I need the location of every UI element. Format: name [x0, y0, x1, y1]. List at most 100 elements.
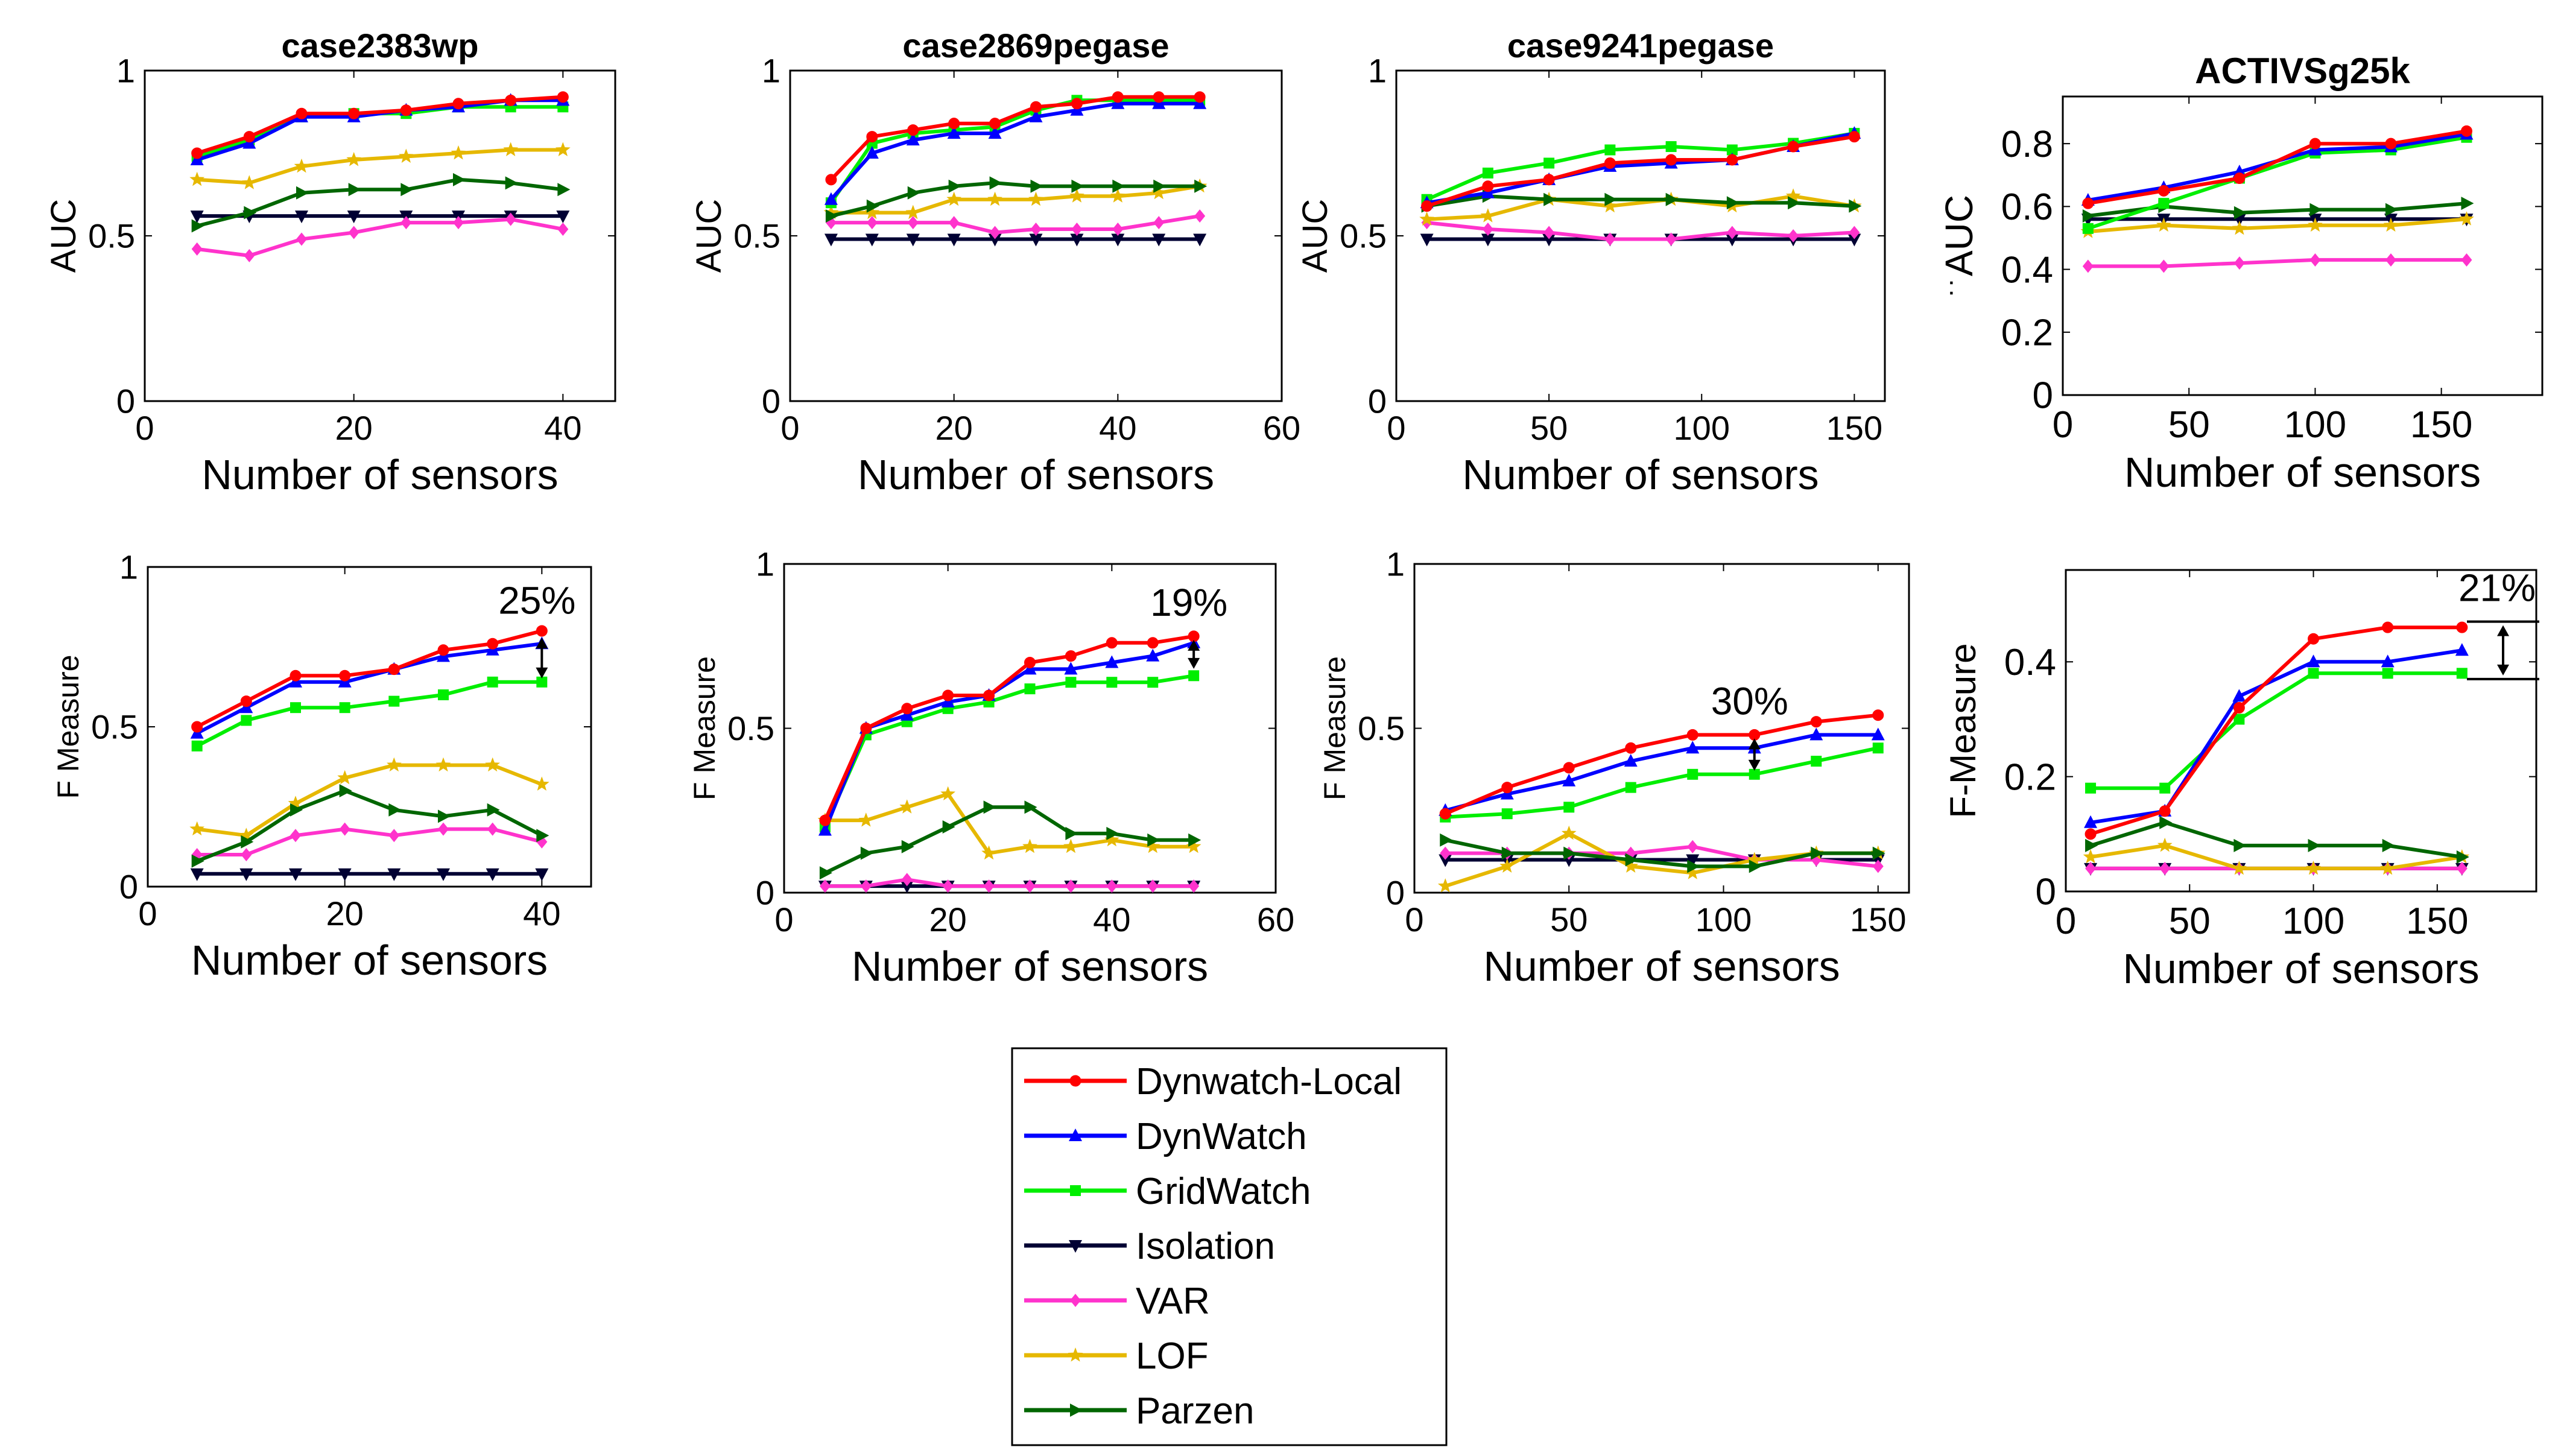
improvement-annotation: 25% [498, 578, 575, 679]
data-point-lof [387, 757, 402, 772]
data-point-isolation [988, 233, 1002, 247]
x-tick-label: 0 [774, 901, 793, 938]
data-point-var [1030, 223, 1042, 236]
data-point-isolation [1152, 233, 1166, 247]
legend-marker [1070, 1185, 1081, 1196]
data-point-isolation [295, 210, 308, 224]
y-tick-label: 0.4 [2001, 249, 2053, 291]
data-point-dynwatch [1562, 773, 1576, 787]
series-line-lof [197, 148, 563, 185]
series-line-dynwatch [823, 641, 1195, 831]
data-point-dynwatch-local [2233, 701, 2245, 714]
data-point-parzen [1788, 196, 1801, 210]
data-point-var [400, 216, 412, 230]
data-point-dynwatch [2232, 689, 2246, 702]
legend-marker [1070, 1294, 1081, 1307]
data-point-lof [1022, 838, 1037, 853]
series-line-dynwatch-local [1426, 135, 1855, 208]
data-point-dynwatch-local [2309, 138, 2321, 150]
data-point-dynwatch-local [1787, 141, 1799, 153]
data-point-parzen [1872, 846, 1885, 860]
legend-item-lof: LOF [1024, 1335, 1209, 1377]
data-point-lof [189, 171, 204, 186]
series-var [819, 873, 1200, 893]
y-tick-label: 0.5 [1358, 709, 1405, 747]
data-point-gridwatch [1065, 677, 1077, 688]
annotation-arrow-head-down [2497, 664, 2509, 676]
data-point-dynwatch-local [2233, 172, 2246, 184]
data-point-parzen [901, 840, 914, 853]
data-point-var [1024, 879, 1036, 893]
data-point-dynwatch [2306, 654, 2320, 668]
series-line-var [825, 878, 1194, 888]
data-point-dynwatch [818, 823, 832, 836]
data-point-isolation [1111, 233, 1125, 247]
data-point-parzen [536, 829, 549, 843]
x-tick-label: 40 [523, 894, 560, 932]
legend-marker [1069, 1240, 1082, 1253]
data-point-parzen [2082, 209, 2095, 223]
legend-item-dynwatch: DynWatch [1024, 1116, 1307, 1157]
chart-2: 0 20 40 60 0 0.5 1 case2869pegase Number of sens… [689, 27, 1300, 498]
data-point-lof [946, 191, 961, 206]
data-point-gridwatch [2158, 198, 2170, 209]
y-tick-label: 0.2 [2001, 312, 2053, 353]
chart-title: case9241pegase [1507, 27, 1774, 65]
data-point-dynwatch-local [983, 689, 995, 701]
data-point-gridwatch [1687, 768, 1698, 780]
annotation-arrow-head-down [536, 667, 548, 679]
data-point-isolation [1420, 233, 1434, 247]
data-point-lof [2306, 860, 2321, 875]
y-tick-label: 0.5 [1340, 217, 1387, 255]
data-point-isolation [338, 868, 352, 881]
x-tick-label: 100 [2284, 404, 2346, 446]
data-point-dynwatch-local [1543, 174, 1555, 186]
chart-8: 0 50 100 150 0 0.2 0.4 Number of sensors F-Measu… [1943, 566, 2539, 992]
series-gridwatch [1440, 742, 1884, 823]
data-point-lof [1685, 865, 1700, 879]
series-line-lof [2090, 843, 2463, 870]
data-point-parzen [2159, 815, 2173, 829]
data-point-gridwatch [2308, 668, 2319, 679]
data-point-isolation [1542, 233, 1556, 247]
data-point-parzen [2456, 850, 2469, 864]
x-axis-label: Number of sensors [2123, 945, 2479, 992]
y-axis-label: F Measure [688, 656, 721, 800]
data-point-isolation [1847, 233, 1861, 247]
data-point-lof [2383, 217, 2399, 232]
data-point-isolation [865, 233, 879, 247]
data-point-var [339, 822, 350, 836]
legend-label: Isolation [1136, 1226, 1275, 1267]
data-point-dynwatch-local [296, 107, 308, 119]
improvement-annotation: 30% [1711, 679, 1788, 771]
data-point-isolation [947, 233, 961, 247]
data-point-isolation [1070, 233, 1084, 247]
data-point-parzen [1188, 833, 1201, 847]
data-point-lof [987, 191, 1002, 206]
data-point-dynwatch-local [1024, 657, 1036, 668]
data-point-var [2456, 861, 2468, 875]
y-axis-label: AUC [689, 199, 729, 273]
data-point-lof [899, 799, 915, 814]
legend-marker [1069, 1075, 1081, 1087]
data-point-parzen [1147, 833, 1160, 847]
data-point-isolation [1686, 854, 1700, 867]
data-point-lof [435, 757, 451, 772]
data-point-parzen [1749, 859, 1762, 873]
chart-5: 0 20 40 0 0.5 1 Number of sensors F Measure 25% [51, 548, 592, 984]
data-point-parzen [1563, 846, 1577, 860]
data-point-dynwatch-local [1872, 709, 1884, 721]
series-parzen [2085, 815, 2469, 864]
series-line-gridwatch [2091, 671, 2462, 790]
data-point-parzen [191, 219, 204, 233]
data-point-dynwatch [824, 192, 838, 205]
data-point-dynwatch-local [1665, 154, 1677, 166]
data-point-parzen [1625, 853, 1638, 867]
annotation-label: 30% [1711, 679, 1788, 723]
data-point-gridwatch [536, 676, 548, 688]
data-point-var [1482, 223, 1493, 236]
x-axis-label: Number of sensors [852, 943, 1208, 990]
series-line-dynwatch-local [823, 634, 1194, 821]
legend-label: VAR [1136, 1280, 1210, 1322]
data-point-dynwatch-local [1071, 98, 1083, 110]
